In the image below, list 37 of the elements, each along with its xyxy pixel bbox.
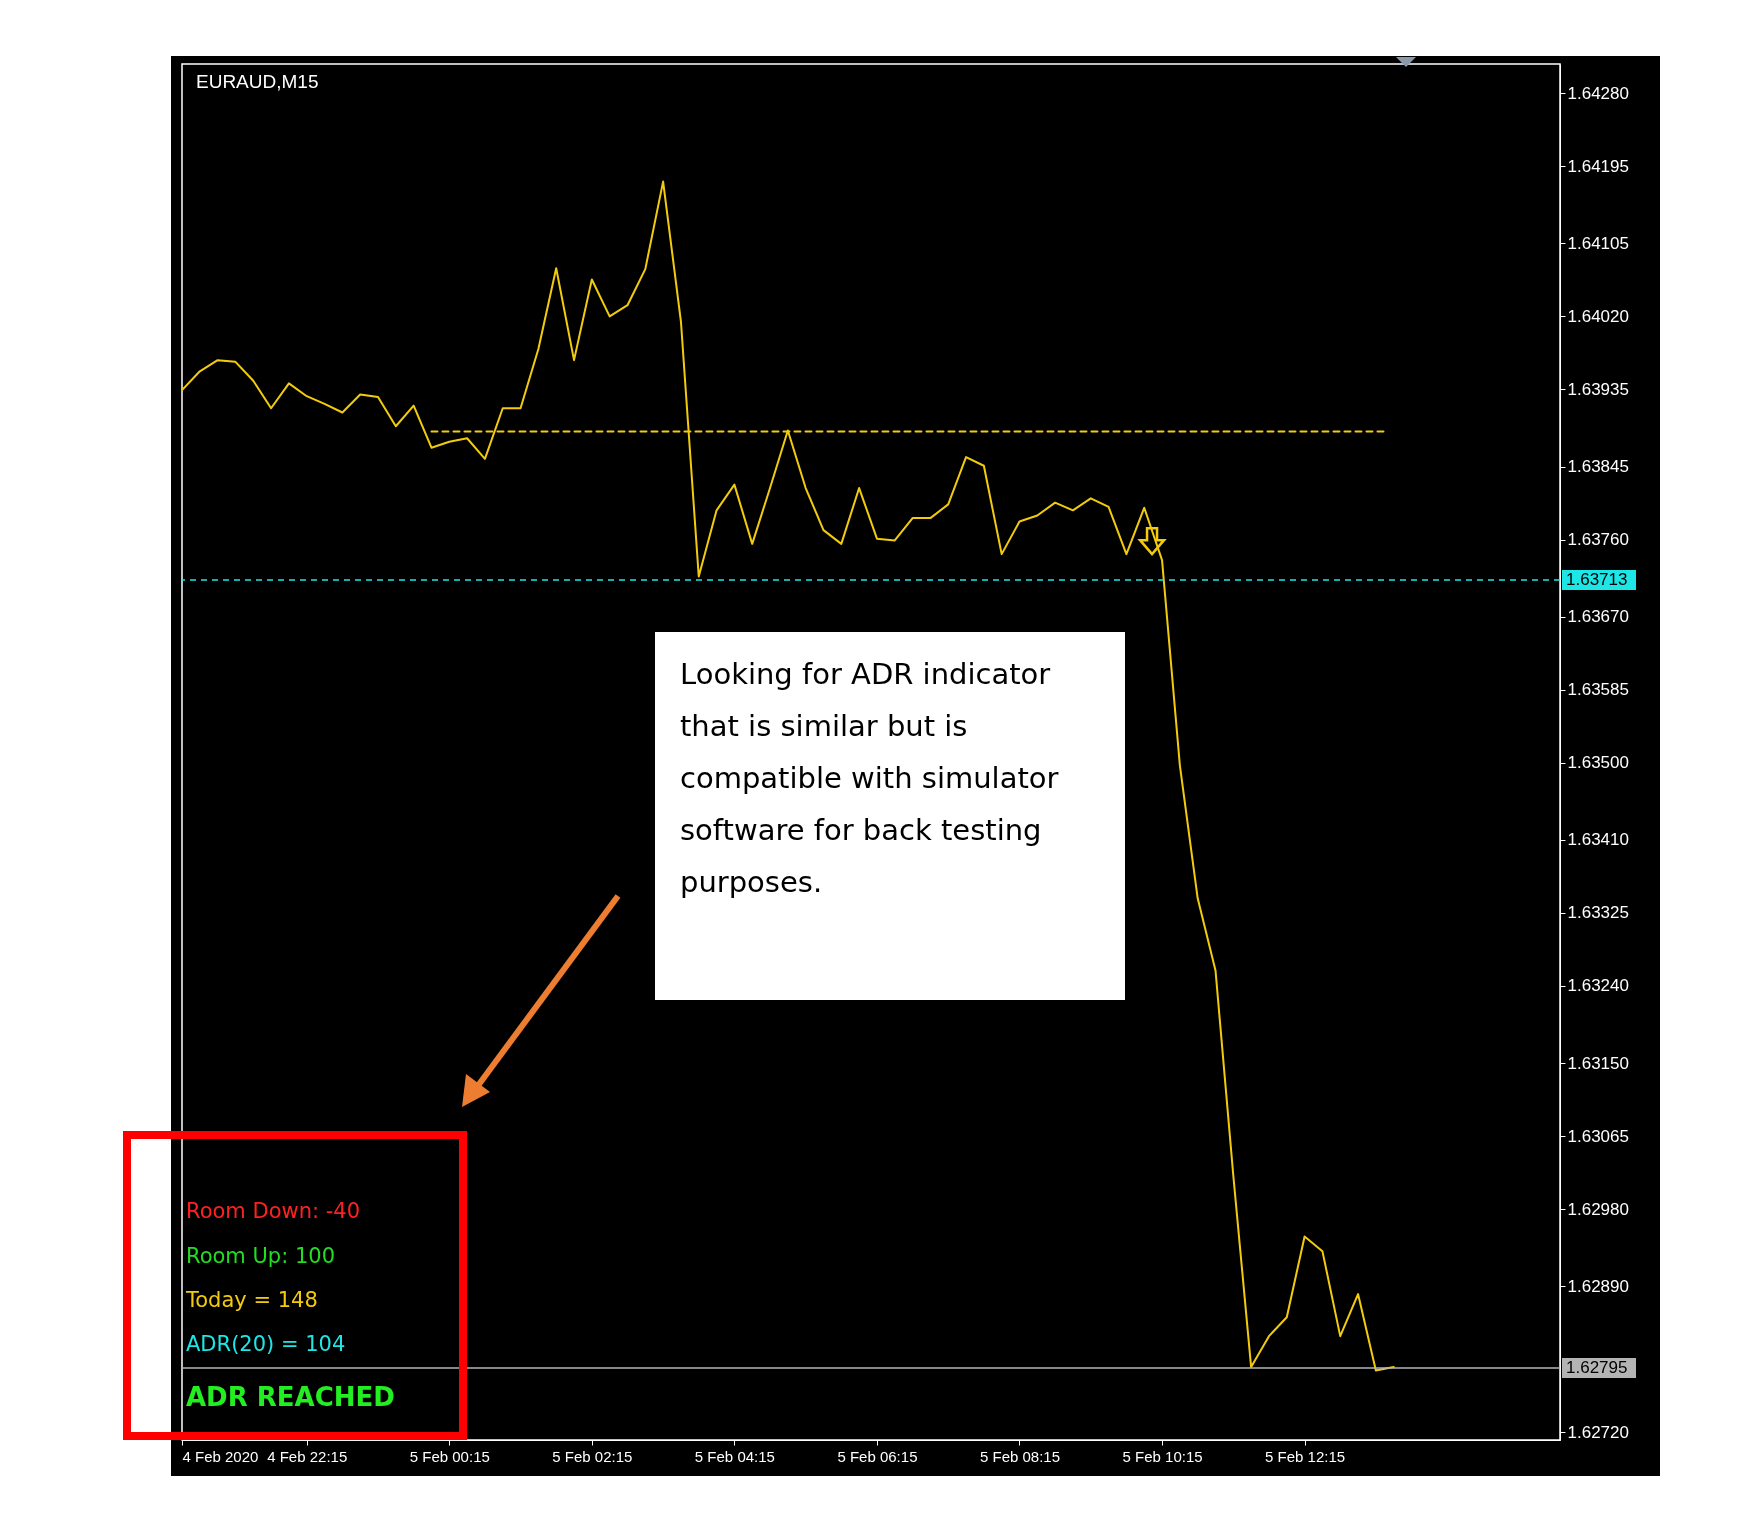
y-tick-label: 1.64020 <box>1567 306 1629 326</box>
y-tick-label: 1.63670 <box>1567 607 1629 627</box>
y-tick-label: 1.63240 <box>1567 976 1629 996</box>
y-tick-label: 1.63935 <box>1567 379 1629 399</box>
ref-line-label: 1.63713 <box>1566 569 1628 589</box>
annotation: ADR(20) = 104 <box>186 1332 346 1356</box>
y-tick-label: 1.64105 <box>1567 233 1629 253</box>
x-tick-label: 5 Feb 12:15 <box>1265 1447 1346 1465</box>
y-tick-label: 1.63325 <box>1567 903 1629 923</box>
x-tick-label: 5 Feb 00:15 <box>409 1447 490 1465</box>
y-tick-label: 1.64280 <box>1567 83 1629 103</box>
x-tick-label: 4 Feb 22:15 <box>267 1447 348 1465</box>
y-tick-label: 1.63585 <box>1567 680 1629 700</box>
x-tick-label: 5 Feb 08:15 <box>979 1447 1061 1465</box>
y-tick-label: 1.63065 <box>1567 1126 1629 1146</box>
annotation: Looking for ADR indicator that is similar but is compatible with simulator software for back testing purposes. <box>680 657 1059 899</box>
line-series <box>181 180 1395 1372</box>
x-tick-label: 5 Feb 06:15 <box>837 1447 918 1465</box>
y-tick-label: 1.63410 <box>1567 830 1629 850</box>
annotation: Room Up: 100 <box>186 1244 336 1268</box>
y-tick-label: 1.63760 <box>1567 530 1629 550</box>
y-tick-label: 1.62720 <box>1567 1422 1629 1442</box>
annotation: Today = 148 <box>185 1288 318 1312</box>
annotation: ADR REACHED <box>186 1382 395 1412</box>
y-tick-label: 1.62980 <box>1567 1199 1629 1219</box>
x-tick-label: 5 Feb 02:15 <box>552 1447 633 1465</box>
x-tick-label: 5 Feb 10:15 <box>1122 1447 1203 1465</box>
y-tick-label: 1.63150 <box>1567 1053 1629 1073</box>
y-tick-label: 1.64195 <box>1567 156 1629 176</box>
x-tick-label: 5 Feb 04:15 <box>694 1447 775 1465</box>
chart-title: EURAUD,M15 <box>196 71 319 92</box>
ref-line-label: 1.62795 <box>1566 1357 1628 1377</box>
y-tick-label: 1.62890 <box>1567 1276 1629 1296</box>
y-tick-label: 1.63500 <box>1567 753 1629 773</box>
y-tick-label: 1.63845 <box>1567 457 1629 477</box>
x-tick-label: 4 Feb 2020 <box>182 1447 259 1465</box>
annotation: Room Down: -40 <box>186 1199 361 1223</box>
